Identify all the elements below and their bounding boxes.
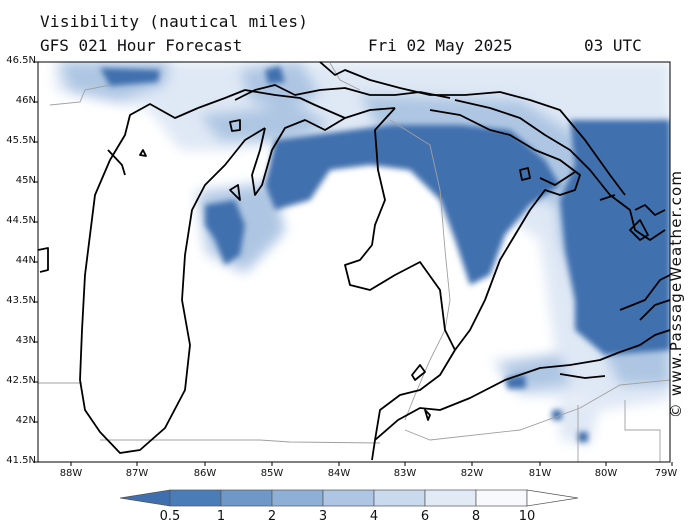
lon-label: 81W: [528, 468, 552, 479]
lon-label: 85W: [260, 468, 284, 479]
visibility-legend: [119, 489, 579, 507]
legend-swatch-4: [322, 489, 375, 507]
lake-michigan-coast: [79, 103, 266, 454]
legend-swatch-7: [475, 489, 528, 507]
legend-swatch-0: [119, 489, 171, 507]
lat-label: 44.5N: [6, 215, 36, 226]
fog-dense-layer: [100, 66, 670, 442]
lat-label: 43.5N: [6, 295, 36, 306]
lake-huron-coast: [344, 107, 581, 351]
lat-label: 46.5N: [6, 55, 36, 66]
legend-swatch-8: [526, 489, 579, 507]
lat-label: 41.5N: [6, 455, 36, 466]
legend-level-label: 10: [518, 509, 536, 524]
legend-level-label: 8: [471, 509, 481, 524]
lat-label: 43N: [15, 335, 36, 346]
legend-level-label: 6: [420, 509, 430, 524]
political-borders: [38, 62, 670, 462]
lon-label: 87W: [125, 468, 149, 479]
forecast-date: Fri 02 May 2025: [368, 36, 513, 55]
lon-label: 83W: [393, 468, 417, 479]
map-title: Visibility (nautical miles): [40, 12, 309, 31]
lat-label: 44N: [15, 255, 36, 266]
lat-label: 42.5N: [6, 375, 36, 386]
axis-ticks: [34, 61, 673, 466]
forecast-subtitle: GFS 021 Hour Forecast: [40, 36, 243, 55]
legend-swatch-2: [220, 489, 273, 507]
legend-level-label: 4: [369, 509, 379, 524]
lon-label: 86W: [193, 468, 217, 479]
site-credit-text: © www.PassageWeather.com: [667, 169, 685, 419]
lake-erie-coast: [374, 329, 670, 441]
lat-label: 45.5N: [6, 135, 36, 146]
lon-label: 82W: [460, 468, 484, 479]
lat-label: 45N: [15, 175, 36, 186]
legend-level-label: 2: [267, 509, 277, 524]
lon-label: 84W: [327, 468, 351, 479]
lon-label: 79W: [654, 468, 678, 479]
map-area: [38, 62, 670, 462]
legend-swatch-3: [271, 489, 324, 507]
lon-label: 88W: [59, 468, 83, 479]
forecast-time: 03 UTC: [584, 36, 642, 55]
legend-swatch-6: [424, 489, 477, 507]
lat-label: 46N: [15, 95, 36, 106]
legend-level-label: 3: [318, 509, 328, 524]
legend-level-label: 1: [216, 509, 226, 524]
legend-swatch-5: [373, 489, 426, 507]
upper-peninsula-coast: [197, 89, 396, 119]
coastlines: [38, 62, 670, 461]
legend-swatch-1: [169, 489, 222, 507]
legend-level-label: 0.5: [159, 509, 181, 524]
lon-label: 80W: [594, 468, 618, 479]
lat-label: 42N: [15, 415, 36, 426]
